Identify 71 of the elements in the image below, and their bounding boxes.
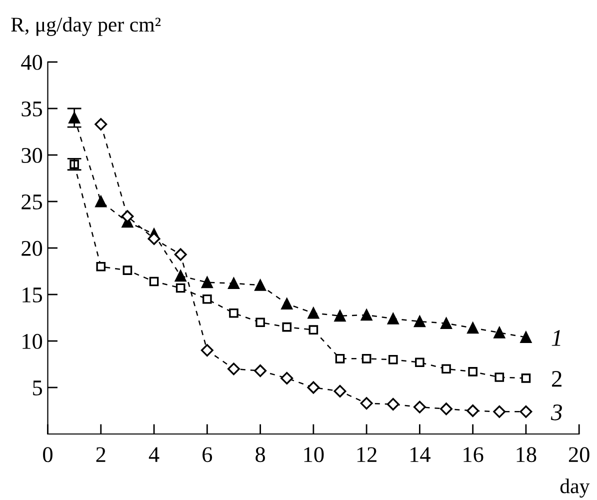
x-tick-label: 20 bbox=[568, 447, 590, 462]
point bbox=[494, 372, 504, 382]
point bbox=[387, 312, 399, 324]
y-tick-label: 10 bbox=[22, 334, 42, 349]
point bbox=[308, 307, 320, 319]
x-tick-label: 0 bbox=[43, 447, 52, 462]
x-tick-label: 18 bbox=[516, 447, 536, 462]
point bbox=[466, 404, 480, 417]
y-axis-title: R, μg/day per cm² bbox=[11, 17, 161, 36]
point bbox=[96, 262, 106, 272]
point bbox=[281, 298, 293, 310]
point bbox=[440, 402, 452, 416]
point bbox=[201, 276, 213, 288]
y-tick-label: 30 bbox=[22, 148, 42, 163]
point bbox=[413, 400, 426, 414]
point bbox=[334, 384, 346, 398]
point bbox=[174, 270, 186, 282]
x-tick-label: 14 bbox=[410, 447, 430, 462]
x-tick-label: 16 bbox=[464, 447, 484, 462]
series-label: 2 bbox=[552, 371, 562, 387]
point bbox=[362, 354, 372, 364]
point bbox=[520, 332, 532, 343]
point bbox=[280, 372, 294, 384]
point bbox=[228, 278, 240, 290]
y-tick-label: 25 bbox=[22, 194, 42, 210]
point bbox=[468, 367, 478, 376]
series-label: 1 bbox=[552, 330, 560, 346]
point bbox=[256, 318, 265, 328]
y-tick-label: 40 bbox=[21, 54, 42, 70]
point bbox=[521, 374, 531, 383]
point bbox=[307, 381, 320, 394]
point bbox=[520, 405, 532, 418]
series-label: 3 bbox=[550, 404, 562, 420]
point bbox=[149, 276, 159, 286]
y-tick-label: 15 bbox=[22, 288, 42, 302]
point bbox=[440, 318, 452, 330]
point bbox=[94, 118, 108, 131]
y-tick-label: 5 bbox=[33, 380, 42, 396]
point bbox=[202, 294, 212, 304]
point bbox=[229, 308, 238, 318]
x-tick-label: 12 bbox=[357, 447, 376, 462]
x-tick-label: 6 bbox=[202, 447, 212, 462]
point bbox=[254, 364, 267, 377]
point bbox=[360, 309, 372, 321]
x-tick-label: 10 bbox=[304, 447, 324, 462]
point bbox=[227, 362, 240, 376]
point bbox=[122, 266, 132, 275]
y-tick-label: 35 bbox=[22, 101, 42, 116]
point bbox=[442, 364, 451, 374]
point bbox=[254, 280, 266, 291]
point bbox=[308, 325, 318, 334]
point bbox=[174, 248, 187, 261]
x-tick-label: 2 bbox=[96, 447, 106, 462]
point bbox=[414, 316, 426, 328]
point bbox=[200, 344, 214, 357]
point bbox=[467, 322, 479, 334]
y-tick-label: 20 bbox=[22, 240, 42, 256]
point bbox=[494, 326, 506, 338]
point bbox=[335, 354, 345, 364]
point bbox=[95, 196, 107, 208]
point bbox=[176, 283, 186, 293]
x-axis-title: day bbox=[560, 478, 590, 498]
x-tick-label: 8 bbox=[256, 447, 265, 462]
point bbox=[386, 398, 400, 410]
point bbox=[388, 354, 398, 364]
point bbox=[415, 358, 424, 368]
point bbox=[334, 310, 346, 322]
point bbox=[360, 397, 373, 410]
point bbox=[493, 405, 506, 418]
point bbox=[282, 322, 292, 332]
x-tick-label: 4 bbox=[148, 447, 160, 462]
